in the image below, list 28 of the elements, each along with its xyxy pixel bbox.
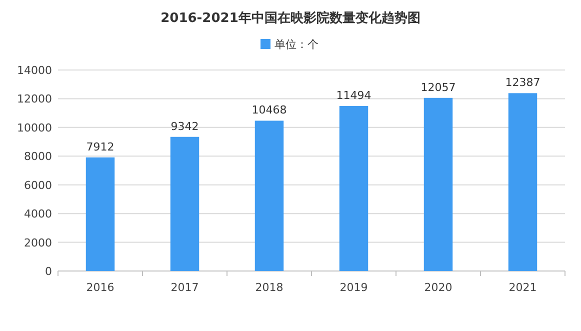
bar <box>86 157 115 271</box>
y-tick-label: 8000 <box>24 150 52 164</box>
y-tick-label: 4000 <box>24 208 52 221</box>
bar <box>339 106 368 271</box>
y-tick-label: 0 <box>45 265 52 278</box>
x-tick-label: 2021 <box>508 281 537 294</box>
legend-label: 单位：个 <box>274 38 318 51</box>
y-tick-label: 2000 <box>24 236 52 250</box>
data-label: 10468 <box>252 104 287 117</box>
bar <box>424 98 453 271</box>
data-label: 11494 <box>336 88 372 102</box>
bar <box>170 136 200 271</box>
data-label: 9342 <box>170 120 199 133</box>
bar <box>254 120 284 271</box>
x-tick-label: 2016 <box>86 281 114 294</box>
x-tick-label: 2017 <box>170 281 199 294</box>
y-tick-label: 14000 <box>17 64 52 77</box>
chart-title: 2016-2021年中国在映影院数量变化趋势图 <box>160 10 420 26</box>
bar <box>508 93 538 271</box>
data-label: 12057 <box>420 80 456 94</box>
y-tick-label: 6000 <box>24 178 52 192</box>
y-tick-label: 12000 <box>17 92 52 106</box>
data-label: 7912 <box>86 140 114 154</box>
y-tick-label: 10000 <box>17 121 52 134</box>
x-tick-label: 2020 <box>424 281 452 294</box>
data-label: 12387 <box>505 76 540 90</box>
x-tick-label: 2018 <box>255 281 284 294</box>
x-tick-label: 2019 <box>340 281 368 294</box>
